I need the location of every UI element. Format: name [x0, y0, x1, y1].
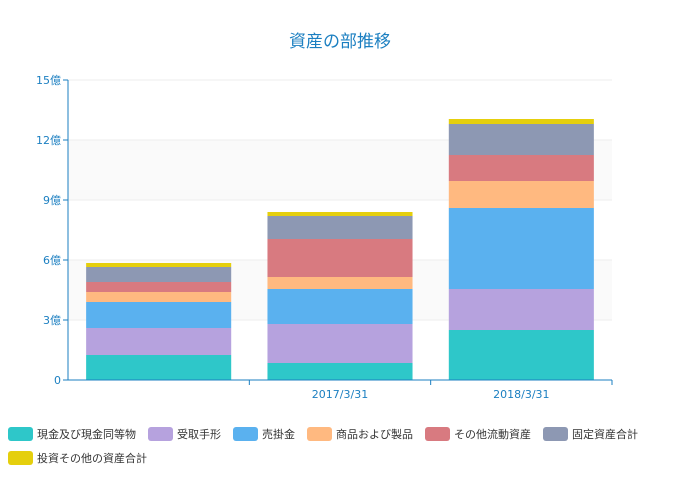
- legend-label[interactable]: 売掛金: [262, 427, 295, 441]
- legend-label[interactable]: 受取手形: [177, 427, 221, 441]
- legend-label[interactable]: 固定資産合計: [572, 427, 638, 441]
- y-tick-label: 12億: [36, 134, 61, 147]
- y-tick-label: 0: [54, 374, 61, 387]
- y-tick-label: 15億: [36, 74, 61, 87]
- x-tick-label: 2017/3/31: [312, 388, 368, 401]
- bar-segment: [448, 208, 594, 289]
- chart-title: 資産の部推移: [289, 32, 391, 52]
- bar-segment: [448, 119, 594, 124]
- bars: [86, 119, 594, 380]
- legend-swatch[interactable]: [8, 427, 33, 441]
- bar-segment: [448, 124, 594, 155]
- bar-segment: [86, 355, 232, 380]
- bar-segment: [448, 155, 594, 181]
- y-tick-label: 3億: [43, 314, 61, 327]
- legend-swatch[interactable]: [307, 427, 332, 441]
- y-tick-label: 9億: [43, 194, 61, 207]
- bar-segment: [86, 263, 232, 267]
- bar-segment: [267, 239, 413, 277]
- bar-segment: [267, 289, 413, 324]
- bar-segment: [448, 289, 594, 330]
- bar-segment: [267, 277, 413, 289]
- bar-segment: [86, 267, 232, 282]
- y-tick-label: 6億: [43, 254, 61, 267]
- y-axis-ticks: 0 3億 6億 9億 12億 15億: [36, 74, 68, 387]
- legend: 現金及び現金同等物 受取手形 売掛金 商品および製品 その他流動資産 固定資産合計投資その…: [8, 427, 638, 465]
- bar-segment: [267, 363, 413, 380]
- bar-segment: [267, 216, 413, 239]
- legend-label[interactable]: 現金及び現金同等物: [37, 427, 136, 441]
- bar-segment: [86, 302, 232, 328]
- bar-segment: [86, 328, 232, 355]
- bar-segment: [267, 324, 413, 363]
- x-tick-label: 2018/3/31: [493, 388, 549, 401]
- bar-segment: [448, 330, 594, 380]
- legend-label[interactable]: 投資その他の資産合計: [37, 451, 147, 465]
- legend-swatch[interactable]: [233, 427, 258, 441]
- x-axis-ticks: 2017/3/31 2018/3/31: [248, 380, 613, 401]
- legend-label[interactable]: その他流動資産: [454, 427, 531, 441]
- bar-segment: [86, 282, 232, 292]
- bar-segment: [448, 181, 594, 208]
- legend-swatch[interactable]: [543, 427, 568, 441]
- legend-label[interactable]: 商品および製品: [336, 427, 413, 441]
- legend-swatch[interactable]: [148, 427, 173, 441]
- legend-swatch[interactable]: [425, 427, 450, 441]
- legend-swatch[interactable]: [8, 451, 33, 465]
- bar-segment: [267, 212, 413, 216]
- bar-segment: [86, 292, 232, 302]
